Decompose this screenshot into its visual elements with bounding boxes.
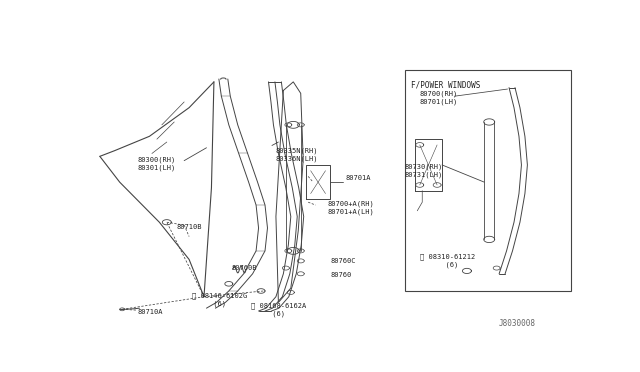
Text: 80700+A(RH)
80701+A(LH): 80700+A(RH) 80701+A(LH) [328, 201, 375, 215]
Text: Ⓢ 08310-61212
      (6): Ⓢ 08310-61212 (6) [420, 254, 475, 268]
Text: 80730(RH)
80731(LH): 80730(RH) 80731(LH) [405, 163, 443, 178]
Text: 80700(RH)
80701(LH): 80700(RH) 80701(LH) [420, 90, 458, 105]
Text: 80710B: 80710B [177, 224, 202, 230]
Text: 80760: 80760 [330, 272, 352, 278]
Text: 80760B: 80760B [231, 265, 257, 271]
Text: J8030008: J8030008 [499, 320, 536, 328]
Text: 80710A: 80710A [137, 310, 163, 315]
Text: 80335N(RH)
80336N(LH): 80335N(RH) 80336N(LH) [276, 148, 319, 162]
Text: 80760C: 80760C [330, 258, 356, 264]
Text: 80300(RH)
80301(LH): 80300(RH) 80301(LH) [137, 156, 175, 171]
Text: Ⓑ 08168-6162A
     (6): Ⓑ 08168-6162A (6) [251, 302, 307, 317]
Bar [405, 70, 571, 291]
Text: Ⓑ 08146-6102G
     (6): Ⓑ 08146-6102G (6) [191, 292, 247, 307]
Text: 80701A: 80701A [346, 175, 371, 181]
Text: F/POWER WINDOWS: F/POWER WINDOWS [411, 80, 480, 89]
